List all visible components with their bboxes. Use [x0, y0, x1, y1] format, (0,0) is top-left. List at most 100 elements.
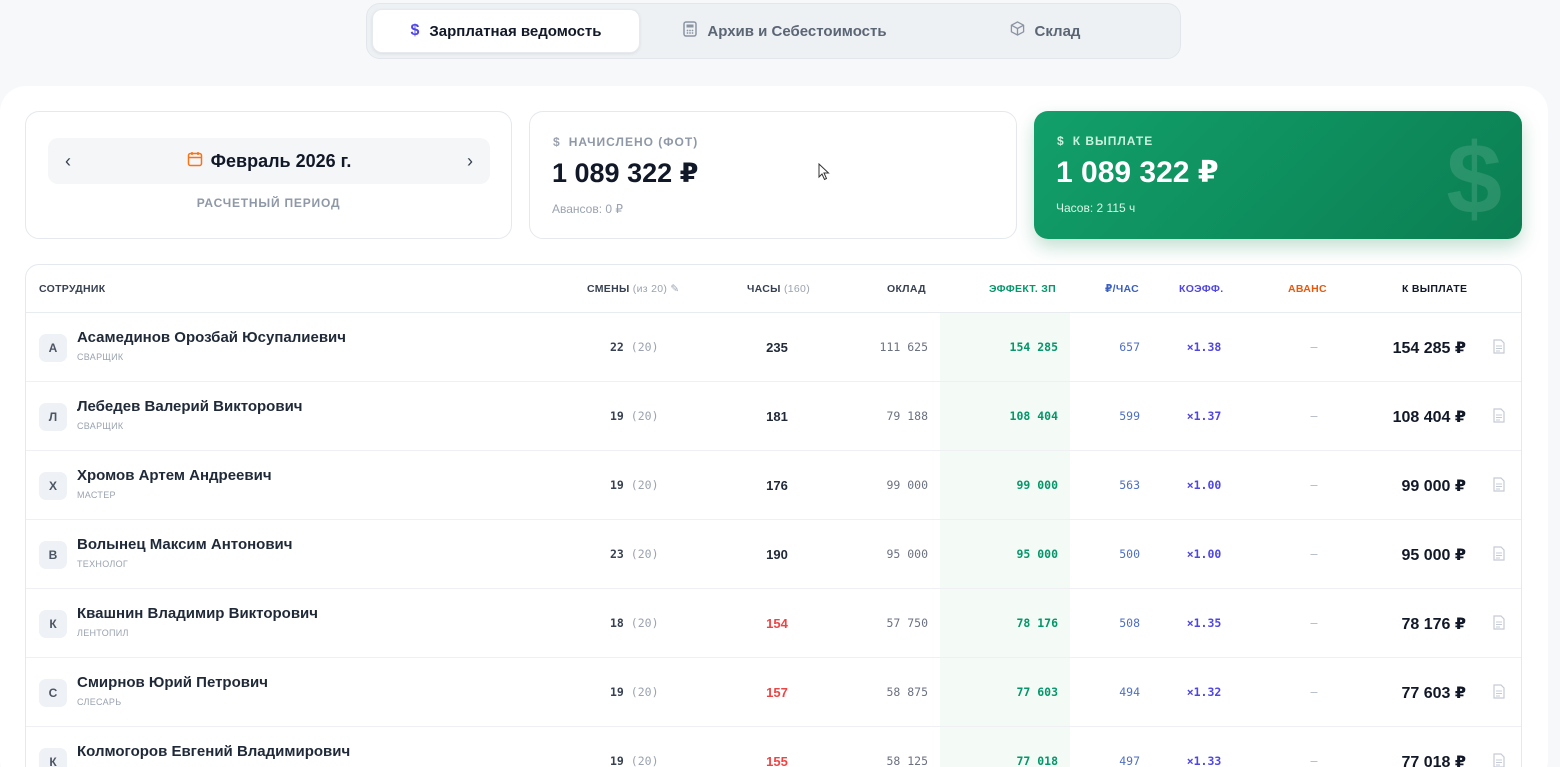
tab-payroll[interactable]: $ Зарплатная ведомость — [372, 9, 640, 53]
dollar-icon: $ — [553, 135, 561, 149]
shifts-value[interactable]: 19 (20) — [610, 409, 659, 423]
calendar-icon — [187, 151, 203, 172]
advance-value[interactable]: – — [1310, 616, 1318, 630]
document-icon[interactable] — [1493, 615, 1505, 633]
payout-hours: Часов: 2 115 ч — [1056, 201, 1136, 215]
document-icon[interactable] — [1493, 339, 1505, 357]
effective-value: 78 176 — [1016, 616, 1058, 630]
tab-label: Склад — [1034, 22, 1081, 40]
table-row[interactable]: Х Хромов Артем Андреевич МАСТЕР 19 (20) 176 9… — [26, 451, 1521, 520]
employee-role: СВАРЩИК — [77, 421, 124, 431]
col-shifts-note: (из 20) — [632, 283, 668, 295]
fot-advances: Авансов: 0 ₽ — [552, 202, 624, 216]
employee-role: СЛЕСАРЬ — [77, 697, 122, 707]
shifts-value[interactable]: 19 (20) — [610, 478, 659, 492]
payout-value: 95 000 ₽ — [1401, 547, 1466, 564]
rate-value: 599 — [1119, 409, 1140, 423]
shifts-of: (20) — [630, 685, 659, 699]
advance-value[interactable]: – — [1310, 340, 1318, 354]
period-navigator: ‹ Февраль 2026 г. › — [48, 138, 490, 184]
shifts-value[interactable]: 23 (20) — [610, 547, 659, 561]
col-coef[interactable]: КОЭФФ. — [1179, 283, 1224, 295]
payout-label: $ К ВЫПЛАТЕ — [1057, 134, 1153, 148]
employee-name[interactable]: Хромов Артем Андреевич — [77, 467, 272, 484]
period-caption: РАСЧЕТНЫЙ ПЕРИОД — [196, 196, 341, 210]
employee-name[interactable]: Квашнин Владимир Викторович — [77, 605, 318, 622]
col-salary[interactable]: ОКЛАД — [887, 283, 926, 295]
effective-value: 95 000 — [1016, 547, 1058, 561]
effective-column-highlight — [940, 313, 1070, 767]
payout-value: 99 000 ₽ — [1401, 478, 1466, 495]
employee-name[interactable]: Колмогоров Евгений Владимирович — [77, 743, 351, 760]
rate-value: 657 — [1119, 340, 1140, 354]
hours-value: 235 — [766, 340, 788, 355]
shifts-of: (20) — [630, 547, 659, 561]
employee-name[interactable]: Смирнов Юрий Петрович — [77, 674, 268, 691]
employee-name[interactable]: Асамединов Орозбай Юсупалиевич — [77, 329, 346, 346]
payout-value: 77 018 ₽ — [1401, 754, 1466, 767]
prev-month-button[interactable]: ‹ — [48, 138, 88, 184]
advance-value[interactable]: – — [1310, 547, 1318, 561]
col-employee[interactable]: СОТРУДНИК — [39, 283, 106, 295]
avatar: К — [39, 748, 67, 767]
period-month[interactable]: Февраль 2026 г. — [187, 151, 351, 172]
payout-value: 77 603 ₽ — [1401, 685, 1466, 702]
table-row[interactable]: С Смирнов Юрий Петрович СЛЕСАРЬ 19 (20) 157 5… — [26, 658, 1521, 727]
fot-label-text: НАЧИСЛЕНО (ФОТ) — [568, 135, 699, 149]
tab-label: Архив и Себестоимость — [707, 22, 887, 40]
coef-value: ×1.35 — [1186, 616, 1222, 630]
dollar-icon: $ — [1057, 134, 1065, 148]
col-rate[interactable]: ₽/ЧАС — [1105, 283, 1140, 295]
employee-role: ТЕХНОЛОГ — [77, 559, 129, 569]
salary-value: 58 125 — [886, 754, 928, 767]
fot-card: $ НАЧИСЛЕНО (ФОТ) 1 089 322 ₽ Авансов: 0 … — [529, 111, 1017, 239]
salary-value: 79 188 — [886, 409, 928, 423]
rate-value: 497 — [1119, 754, 1140, 767]
col-hours[interactable]: ЧАСЫ (160) — [747, 283, 810, 295]
tab-archive[interactable]: Архив и Себестоимость — [640, 9, 930, 53]
chevron-right-icon: › — [467, 150, 473, 171]
employee-role: ЛЕНТОПИЛ — [77, 628, 129, 638]
employee-name[interactable]: Волынец Максим Антонович — [77, 536, 293, 553]
advance-value[interactable]: – — [1310, 754, 1318, 767]
document-icon[interactable] — [1493, 477, 1505, 495]
payout-value: 154 285 ₽ — [1392, 340, 1466, 357]
hours-value: 181 — [766, 409, 788, 424]
col-shifts[interactable]: СМЕНЫ (из 20) ✎ — [587, 283, 679, 295]
pencil-icon[interactable]: ✎ — [670, 283, 680, 295]
table-row[interactable]: К Квашнин Владимир Викторович ЛЕНТОПИЛ 18 (… — [26, 589, 1521, 658]
advance-value[interactable]: – — [1310, 478, 1318, 492]
employee-name[interactable]: Лебедев Валерий Викторович — [77, 398, 303, 415]
document-icon[interactable] — [1493, 408, 1505, 426]
shifts-value[interactable]: 22 (20) — [610, 340, 659, 354]
col-advance[interactable]: АВАНС — [1288, 283, 1327, 295]
document-icon[interactable] — [1493, 546, 1505, 564]
payout-card: $ $ К ВЫПЛАТЕ 1 089 322 ₽ Часов: 2 115 ч — [1034, 111, 1522, 239]
table-row[interactable]: В Волынец Максим Антонович ТЕХНОЛОГ 23 (20)… — [26, 520, 1521, 589]
shifts-value[interactable]: 19 (20) — [610, 685, 659, 699]
shifts-value[interactable]: 18 (20) — [610, 616, 659, 630]
advance-value[interactable]: – — [1310, 685, 1318, 699]
shifts-of: (20) — [630, 754, 659, 767]
coef-value: ×1.38 — [1186, 340, 1222, 354]
document-icon[interactable] — [1493, 753, 1505, 767]
next-month-button[interactable]: › — [450, 138, 490, 184]
col-effective[interactable]: ЭФФЕКТ. ЗП — [989, 283, 1056, 295]
hours-value: 154 — [766, 616, 788, 631]
document-icon[interactable] — [1493, 684, 1505, 702]
shifts-count: 19 — [610, 478, 624, 492]
tab-warehouse[interactable]: Склад — [930, 9, 1160, 53]
salary-value: 58 875 — [886, 685, 928, 699]
box-icon — [1010, 21, 1025, 41]
table-row[interactable]: А Асамединов Орозбай Юсупалиевич СВАРЩИК 22… — [26, 313, 1521, 382]
shifts-count: 22 — [610, 340, 624, 354]
shifts-value[interactable]: 19 (20) — [610, 754, 659, 767]
advance-value[interactable]: – — [1310, 409, 1318, 423]
salary-value: 111 625 — [879, 340, 928, 354]
employee-role: СВАРЩИК — [77, 352, 124, 362]
coef-value: ×1.00 — [1186, 547, 1222, 561]
table-row[interactable]: Л Лебедев Валерий Викторович СВАРЩИК 19 (20… — [26, 382, 1521, 451]
shifts-count: 18 — [610, 616, 624, 630]
col-payout[interactable]: К ВЫПЛАТЕ — [1402, 283, 1468, 295]
